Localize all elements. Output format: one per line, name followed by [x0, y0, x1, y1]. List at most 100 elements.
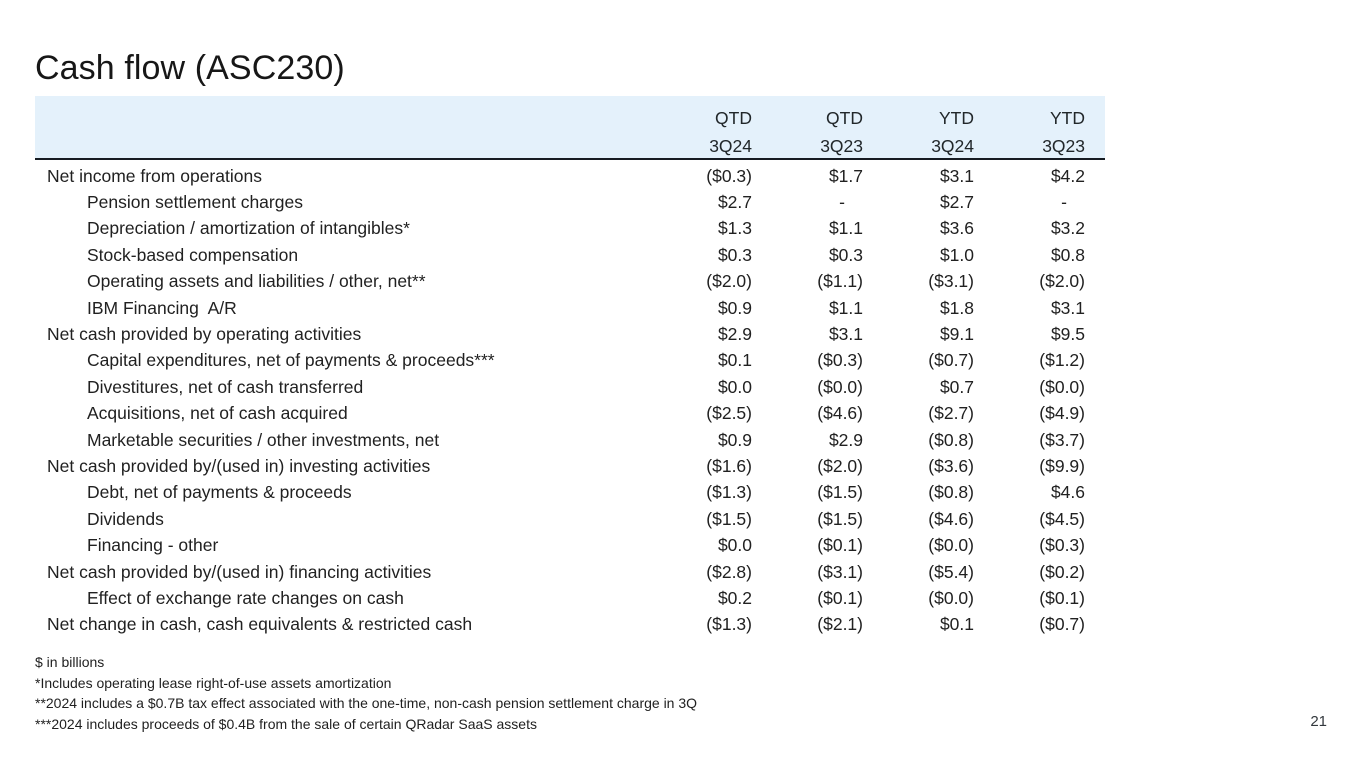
value-cell: ($3.1): [817, 561, 863, 582]
column-period-label: QTD: [715, 108, 752, 128]
footnote-asterisk-3: ***2024 includes proceeds of $0.4B from …: [35, 715, 537, 732]
table-row: Financing - other $0.0 ($0.1) ($0.0) ($0.3): [35, 532, 1105, 558]
row-label: Effect of exchange rate changes on cash: [87, 587, 404, 608]
value-cell: ($2.0): [1039, 271, 1085, 292]
value-cell: $0.8: [1050, 244, 1085, 265]
footnote-asterisk-2: **2024 includes a $0.7B tax effect assoc…: [35, 695, 698, 711]
value-cell: ($0.1): [817, 535, 863, 556]
value-cell: ($0.3): [706, 165, 752, 186]
value-cell: ($1.2): [1039, 350, 1085, 371]
footnote-units: $ in billions: [35, 654, 105, 670]
value-cell: ($0.8): [928, 482, 974, 503]
column-header: YTD 3Q24: [863, 104, 974, 160]
cash-flow-table: QTD 3Q24 QTD 3Q23 YTD 3Q24 YTD 3Q23 Net income …: [35, 96, 1105, 638]
value-cell: ($2.5): [706, 403, 752, 424]
column-header: QTD 3Q24: [641, 104, 752, 160]
value-cell: $0.7: [939, 376, 974, 397]
label-column-header: [35, 104, 641, 160]
value-cell: $0.9: [717, 429, 752, 450]
column-header: YTD 3Q23: [974, 104, 1085, 160]
value-cell: $9.1: [939, 324, 974, 345]
value-cell: ($2.0): [706, 271, 752, 292]
table-row: Stock-based compensation $0.3 $0.3 $1.0 $0.8: [35, 242, 1105, 268]
page-number: 21: [1310, 713, 1327, 730]
row-label: Pension settlement charges: [87, 192, 303, 213]
value-cell: ($0.1): [817, 587, 863, 608]
value-cell: ($1.6): [706, 455, 752, 476]
row-label: Net cash provided by/(used in) investing…: [47, 455, 431, 476]
value-cell: $2.7: [717, 192, 752, 213]
table-row: Pension settlement charges $2.7 - $2.7 -: [35, 189, 1105, 215]
value-cell: ($0.0): [928, 535, 974, 556]
value-cell: $0.9: [717, 297, 752, 318]
row-label: Net change in cash, cash equivalents & r…: [47, 614, 473, 635]
table-body: Net income from operations ($0.3) $1.7 $3.1…: [35, 160, 1105, 638]
page-title: Cash flow (ASC230): [35, 48, 345, 87]
table-row: Depreciation / amortization of intangibl…: [35, 216, 1105, 242]
value-cell: $0.2: [717, 587, 752, 608]
column-quarter-label: 3Q23: [1042, 136, 1085, 156]
value-cell: ($0.7): [928, 350, 974, 371]
value-cell: ($0.0): [1039, 376, 1085, 397]
row-label: Divestitures, net of cash transferred: [87, 376, 364, 397]
value-cell: ($0.3): [1039, 535, 1085, 556]
value-cell: $4.2: [1050, 165, 1085, 186]
value-cell: $3.2: [1050, 218, 1085, 239]
value-cell: ($4.6): [928, 508, 974, 529]
value-cell: ($0.3): [817, 350, 863, 371]
value-cell: ($0.8): [928, 429, 974, 450]
value-cell: ($1.3): [706, 614, 752, 635]
table-row: Capital expenditures, net of payments & …: [35, 348, 1105, 374]
column-quarter-label: 3Q24: [931, 136, 974, 156]
table-row: Dividends ($1.5) ($1.5) ($4.6) ($4.5): [35, 506, 1105, 532]
value-cell: ($0.7): [1039, 614, 1085, 635]
table-row: Marketable securities / other investment…: [35, 427, 1105, 453]
value-cell: -: [839, 192, 845, 213]
value-cell: $1.3: [717, 218, 752, 239]
value-cell: $3.6: [939, 218, 974, 239]
value-cell: ($9.9): [1039, 455, 1085, 476]
table-header: QTD 3Q24 QTD 3Q23 YTD 3Q24 YTD 3Q23: [35, 96, 1105, 160]
value-cell: ($0.1): [1039, 587, 1085, 608]
table-row: Divestitures, net of cash transferred $0.…: [35, 374, 1105, 400]
row-label: Capital expenditures, net of payments & …: [87, 350, 495, 371]
value-cell: $2.7: [939, 192, 974, 213]
value-cell: ($2.1): [817, 614, 863, 635]
value-cell: -: [1061, 192, 1067, 213]
value-cell: $4.6: [1050, 482, 1085, 503]
row-label: Marketable securities / other investment…: [87, 429, 440, 450]
row-label: Net income from operations: [47, 165, 262, 186]
footnote-asterisk-1: *Includes operating lease right-of-use a…: [35, 674, 392, 691]
value-cell: $1.7: [828, 165, 863, 186]
value-cell: ($1.1): [817, 271, 863, 292]
value-cell: $3.1: [1050, 297, 1085, 318]
value-cell: ($3.7): [1039, 429, 1085, 450]
table-row: Net cash provided by operating activitie…: [35, 321, 1105, 347]
row-label: IBM Financing A/R: [87, 297, 237, 318]
value-cell: ($2.0): [817, 455, 863, 476]
value-cell: $9.5: [1050, 324, 1085, 345]
value-cell: ($4.5): [1039, 508, 1085, 529]
value-cell: $0.0: [717, 376, 752, 397]
row-label: Net cash provided by/(used in) financing…: [47, 561, 432, 582]
row-label: Stock-based compensation: [87, 244, 299, 265]
value-cell: ($0.0): [928, 587, 974, 608]
value-cell: ($3.6): [928, 455, 974, 476]
column-header: QTD 3Q23: [752, 104, 863, 160]
value-cell: ($1.5): [817, 508, 863, 529]
table-row: Net income from operations ($0.3) $1.7 $3.1…: [35, 163, 1105, 189]
value-cell: ($5.4): [928, 561, 974, 582]
value-cell: $1.0: [939, 244, 974, 265]
value-cell: $0.1: [939, 614, 974, 635]
value-cell: $0.3: [717, 244, 752, 265]
column-quarter-label: 3Q24: [709, 136, 752, 156]
table-row: Operating assets and liabilities / other…: [35, 269, 1105, 295]
value-cell: $0.0: [717, 535, 752, 556]
value-cell: ($4.6): [817, 403, 863, 424]
column-period-label: QTD: [826, 108, 863, 128]
value-cell: $0.3: [828, 244, 863, 265]
row-label: Debt, net of payments & proceeds: [87, 482, 352, 503]
value-cell: ($2.7): [928, 403, 974, 424]
value-cell: $2.9: [717, 324, 752, 345]
column-period-label: YTD: [939, 108, 974, 128]
